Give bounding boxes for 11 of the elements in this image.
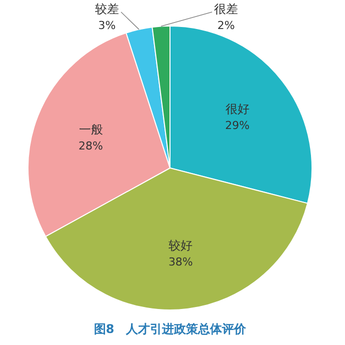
slice-label: 较好 [168, 238, 193, 253]
slice-label: 一般 [78, 122, 103, 137]
data-label: 29% [225, 118, 250, 132]
text: 图8 人才引进政策总体评价 [94, 322, 248, 336]
slice-label: 很差 [214, 2, 238, 16]
data-label: 28% [78, 140, 104, 153]
data-label: 38% [168, 256, 193, 269]
data-label: 3% [98, 19, 116, 32]
data-label: 2% [217, 19, 235, 32]
slice-label: 较差 [95, 2, 120, 16]
slice-label: 很好 [225, 102, 250, 116]
